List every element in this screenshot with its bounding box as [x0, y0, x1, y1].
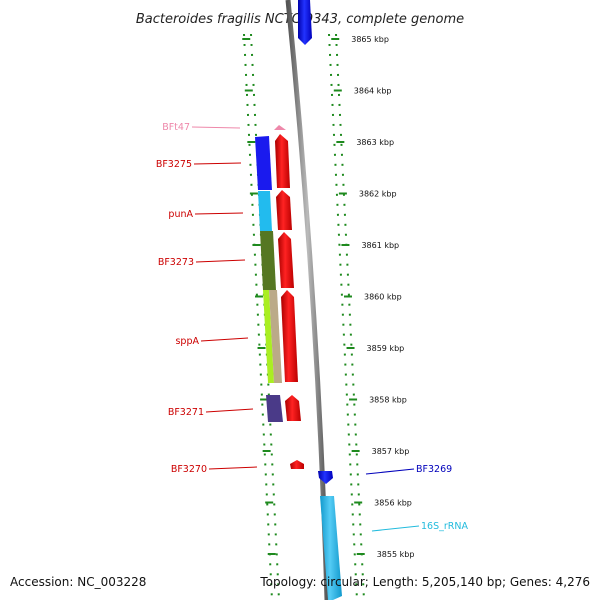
gene-label-bf3271: BF3271: [168, 407, 204, 418]
gene-label-bf3270: BF3270: [171, 464, 207, 475]
kbp-tick-label: 3856 kbp: [374, 499, 412, 508]
kbp-tick-label: 3863 kbp: [356, 138, 394, 147]
accession-text: Accession: NC_003228: [10, 575, 146, 589]
gene-arrow-sppa: [281, 290, 298, 382]
leader-line-bft47: [191, 126, 241, 129]
kbp-tick-label: 3864 kbp: [354, 87, 392, 96]
leader-line-bf3270: [208, 466, 258, 470]
gene-arrow-bf3270: [290, 460, 304, 469]
category-blocks: [255, 136, 283, 422]
gene-label-bf3269: BF3269: [416, 464, 452, 475]
kbp-tick-label: 3855 kbp: [377, 550, 415, 559]
leader-line-sppa: [200, 337, 249, 342]
gene-arrow-bf3275: [275, 134, 290, 188]
kbp-tick-label: 3865 kbp: [351, 35, 389, 44]
leader-line-bf3269: [365, 468, 415, 475]
cog-block-sppa-1: [263, 290, 274, 383]
gene-arrow-bft47: [274, 125, 286, 130]
gene-arrow-bf3269: [318, 471, 333, 484]
topology-text: Topology: circular; Length: 5,205,140 bp…: [259, 575, 590, 589]
ruler-lines: [243, 33, 365, 600]
cog-block-bf3275: [255, 136, 272, 190]
gene-label-puna: punA: [168, 209, 193, 220]
gene-arrow-top-blue: [298, 0, 312, 45]
gene-arrow-bf3271: [285, 395, 301, 421]
left-gene-labels: BFt47 BF3275 punA BF3273 sppA BF3271 BF3…: [156, 122, 258, 475]
cog-block-bf3271: [266, 395, 283, 422]
leader-line-bf3275: [193, 162, 242, 165]
kbp-tick-label: 3860 kbp: [364, 293, 402, 302]
gene-label-bf3273: BF3273: [158, 257, 194, 268]
kbp-tick-label: 3859 kbp: [367, 344, 405, 353]
leader-line-puna: [194, 212, 244, 215]
rrna-16s: [320, 496, 342, 600]
forward-strand-genes: [298, 0, 342, 600]
gene-arrow-bf3273: [278, 232, 294, 288]
ruler-ticks: [242, 38, 365, 555]
kbp-tick-label: 3858 kbp: [369, 396, 407, 405]
gene-arrow-puna: [276, 190, 292, 230]
outer-right-dotted-line: [335, 33, 365, 600]
kbp-tick-label: 3861 kbp: [361, 241, 399, 250]
kbp-labels: 3865 kbp 3864 kbp 3863 kbp 3862 kbp 3861 kbp…: [351, 35, 414, 559]
leader-line-bf3271: [205, 408, 254, 413]
right-gene-labels: BF3269 16S_rRNA: [365, 464, 468, 532]
leader-line-bf3273: [195, 259, 246, 263]
gene-label-bft47: BFt47: [162, 122, 190, 133]
gene-label-16s-rrna: 16S_rRNA: [421, 521, 468, 532]
gene-label-sppa: sppA: [175, 336, 199, 347]
reverse-strand-genes: [274, 125, 304, 469]
kbp-tick-label: 3857 kbp: [372, 447, 410, 456]
leader-line-16s-rrna: [371, 525, 420, 532]
gene-label-bf3275: BF3275: [156, 159, 192, 170]
cog-block-bf3273: [260, 231, 276, 290]
kbp-tick-label: 3862 kbp: [359, 190, 397, 199]
cog-block-sppa-2: [269, 290, 282, 383]
cog-block-puna: [258, 191, 272, 231]
